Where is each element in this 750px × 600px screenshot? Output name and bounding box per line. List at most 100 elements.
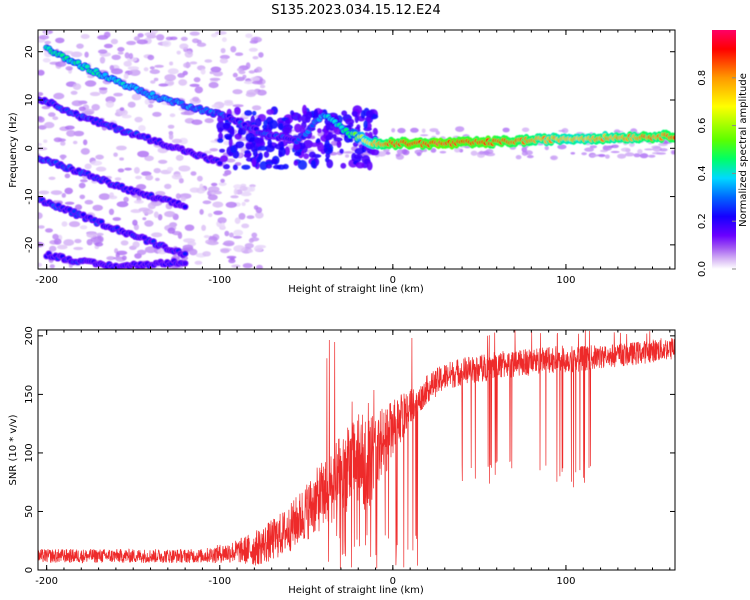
heatmap-cell bbox=[241, 164, 251, 170]
heatmap-speckle bbox=[72, 83, 82, 90]
heatmap-speckle bbox=[180, 196, 187, 202]
heatmap-speckle bbox=[38, 225, 45, 229]
heatmap-cell bbox=[293, 160, 299, 166]
heatmap-speckle bbox=[66, 130, 76, 137]
heatmap-speckle bbox=[648, 154, 656, 158]
heatmap-speckle bbox=[189, 83, 200, 87]
heatmap-speckle bbox=[203, 235, 210, 239]
heatmap-speckle bbox=[605, 154, 610, 159]
heatmap-speckle bbox=[71, 100, 83, 107]
snr-y-axis-label: SNR (10 * v/v) bbox=[8, 414, 19, 485]
heatmap-speckle bbox=[602, 145, 612, 151]
heatmap-speckle bbox=[180, 36, 188, 42]
heatmap-speckle bbox=[166, 166, 174, 172]
heatmap-speckle bbox=[245, 62, 251, 70]
heatmap-speckle bbox=[55, 61, 67, 67]
heatmap-speckle bbox=[99, 56, 106, 64]
heatmap-speckle bbox=[345, 154, 350, 158]
heatmap-speckle bbox=[470, 150, 478, 156]
heatmap-speckle bbox=[73, 246, 84, 251]
heatmap-cell bbox=[263, 119, 268, 127]
heatmap-speckle bbox=[76, 43, 84, 49]
heatmap-cell bbox=[309, 142, 319, 147]
heatmap-speckle bbox=[121, 255, 127, 261]
heatmap-speckle bbox=[129, 69, 141, 76]
heatmap-cell bbox=[245, 132, 255, 143]
snr-series-line bbox=[38, 330, 675, 569]
heatmap-speckle bbox=[80, 179, 88, 183]
figure-title: S135.2023.034.15.12.E24 bbox=[271, 3, 440, 18]
heatmap-speckle bbox=[524, 150, 533, 156]
heatmap-speckle bbox=[57, 138, 66, 142]
heatmap-cell bbox=[372, 127, 378, 136]
heatmap-speckle bbox=[194, 260, 203, 265]
heatmap-cell bbox=[235, 141, 245, 149]
spectrogram-frame bbox=[37, 29, 676, 270]
colorbar-tick-label: 0.6 bbox=[697, 118, 708, 134]
y-tick-label: 100 bbox=[24, 443, 35, 462]
heatmap-speckle bbox=[397, 127, 406, 134]
heatmap-speckle bbox=[80, 34, 90, 39]
colorbar-tick-label: 0.0 bbox=[697, 261, 708, 277]
heatmap-cell bbox=[234, 106, 241, 116]
heatmap-cell bbox=[292, 143, 301, 151]
colorbar-tick-label: 0.2 bbox=[697, 213, 708, 229]
heatmap-speckle bbox=[127, 66, 140, 71]
heatmap-speckle bbox=[84, 199, 94, 205]
heatmap-speckle bbox=[197, 175, 203, 182]
heatmap-cell bbox=[324, 139, 330, 149]
heatmap-speckle bbox=[142, 217, 147, 221]
heatmap-cell bbox=[297, 113, 302, 123]
heatmap-speckle bbox=[219, 54, 230, 60]
heatmap-speckle bbox=[70, 90, 78, 95]
heatmap-cell bbox=[361, 154, 371, 164]
x-tick-label: -200 bbox=[35, 275, 58, 286]
heatmap-speckle bbox=[112, 217, 122, 221]
heatmap-cell bbox=[216, 121, 226, 132]
heatmap-cell bbox=[351, 152, 357, 162]
heatmap-speckle bbox=[134, 116, 143, 123]
heatmap-speckle bbox=[209, 71, 214, 75]
heatmap-speckle bbox=[152, 111, 162, 117]
heatmap-speckle bbox=[194, 86, 203, 94]
heatmap-speckle bbox=[248, 70, 256, 74]
heatmap-speckle bbox=[105, 100, 115, 108]
heatmap-speckle bbox=[179, 137, 188, 145]
heatmap-speckle bbox=[64, 173, 71, 179]
heatmap-speckle bbox=[164, 211, 176, 218]
heatmap-speckle bbox=[183, 62, 191, 68]
heatmap-speckle bbox=[38, 69, 45, 76]
heatmap-speckle bbox=[138, 207, 150, 212]
heatmap-speckle bbox=[178, 79, 188, 86]
heatmap-speckle bbox=[48, 112, 56, 117]
heatmap-speckle bbox=[600, 149, 608, 153]
heatmap-speckle bbox=[570, 152, 576, 155]
heatmap-speckle bbox=[169, 36, 178, 41]
heatmap-speckle bbox=[149, 69, 160, 75]
heatmap-speckle bbox=[175, 154, 184, 161]
heatmap-speckle bbox=[421, 128, 426, 134]
heatmap-speckle bbox=[95, 154, 104, 160]
heatmap-cell bbox=[284, 118, 291, 127]
heatmap-speckle bbox=[144, 32, 156, 37]
heatmap-cell bbox=[278, 151, 283, 158]
heatmap-speckle bbox=[123, 60, 132, 67]
heatmap-speckle bbox=[250, 186, 256, 192]
heatmap-cell bbox=[310, 159, 316, 168]
heatmap-speckle bbox=[167, 68, 179, 75]
y-tick-label: 50 bbox=[24, 505, 35, 518]
heatmap-speckle bbox=[589, 145, 598, 149]
heatmap-cell bbox=[237, 128, 247, 136]
heatmap-cell bbox=[243, 153, 251, 158]
heatmap-cell bbox=[230, 145, 237, 153]
heatmap-speckle bbox=[98, 87, 108, 91]
heatmap-speckle bbox=[178, 165, 191, 172]
heatmap-speckle bbox=[131, 209, 139, 213]
heatmap-cell bbox=[250, 142, 255, 152]
x-tick-label: 100 bbox=[556, 576, 575, 587]
heatmap-speckle bbox=[157, 214, 163, 221]
heatmap-speckle bbox=[617, 153, 627, 159]
spectrogram-y-axis-label: Frequency (Hz) bbox=[8, 112, 19, 188]
spectrogram-heatmap bbox=[38, 30, 675, 269]
heatmap-cell bbox=[219, 155, 229, 163]
